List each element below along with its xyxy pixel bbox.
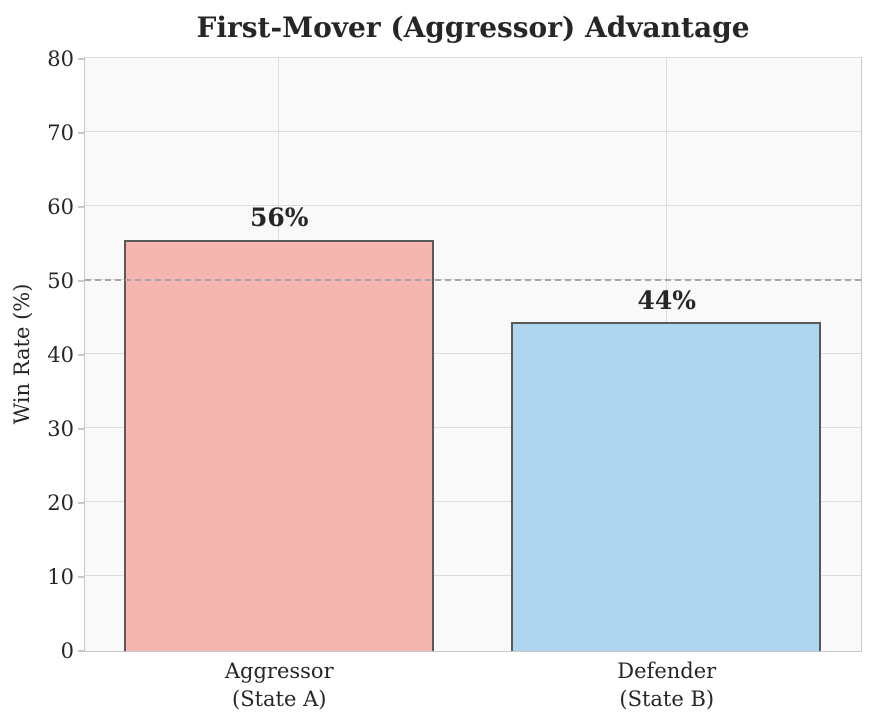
x-tick-label-defender-state-b: Defender (State B) xyxy=(617,658,717,711)
y-tick-mark-0 xyxy=(78,649,84,652)
gridline-y-80 xyxy=(85,57,861,59)
bar-value-label-aggressor-state-a: 56% xyxy=(249,203,309,233)
plot-area xyxy=(84,57,862,652)
x-tick-label-aggressor-state-a: Aggressor (State A) xyxy=(224,658,334,711)
y-tick-label-60: 60 xyxy=(47,194,74,219)
bar-value-label-defender-state-b: 44% xyxy=(637,285,697,315)
y-tick-mark-30 xyxy=(78,427,84,430)
y-tick-label-10: 10 xyxy=(47,564,74,589)
y-tick-label-80: 80 xyxy=(47,46,74,71)
y-tick-label-70: 70 xyxy=(47,120,74,145)
y-tick-mark-10 xyxy=(78,575,84,578)
gridline-y-30 xyxy=(85,427,861,429)
y-tick-label-50: 50 xyxy=(47,268,74,293)
y-tick-mark-50 xyxy=(78,279,84,282)
bar-aggressor-state-a xyxy=(123,239,434,651)
reference-line-50pct xyxy=(85,279,861,281)
gridline-y-60 xyxy=(85,205,861,207)
bar-defender-state-b xyxy=(511,322,822,651)
y-tick-mark-20 xyxy=(78,501,84,504)
gridline-y-10 xyxy=(85,575,861,577)
y-tick-label-40: 40 xyxy=(47,342,74,367)
gridline-y-70 xyxy=(85,131,861,133)
y-tick-mark-70 xyxy=(78,131,84,134)
y-tick-label-30: 30 xyxy=(47,416,74,441)
y-tick-label-20: 20 xyxy=(47,490,74,515)
chart-title: First-Mover (Aggressor) Advantage xyxy=(196,11,750,44)
gridline-y-20 xyxy=(85,501,861,503)
y-tick-mark-80 xyxy=(78,57,84,60)
y-tick-mark-40 xyxy=(78,353,84,356)
y-tick-mark-60 xyxy=(78,205,84,208)
gridline-y-40 xyxy=(85,353,861,355)
y-tick-label-0: 0 xyxy=(60,638,74,663)
